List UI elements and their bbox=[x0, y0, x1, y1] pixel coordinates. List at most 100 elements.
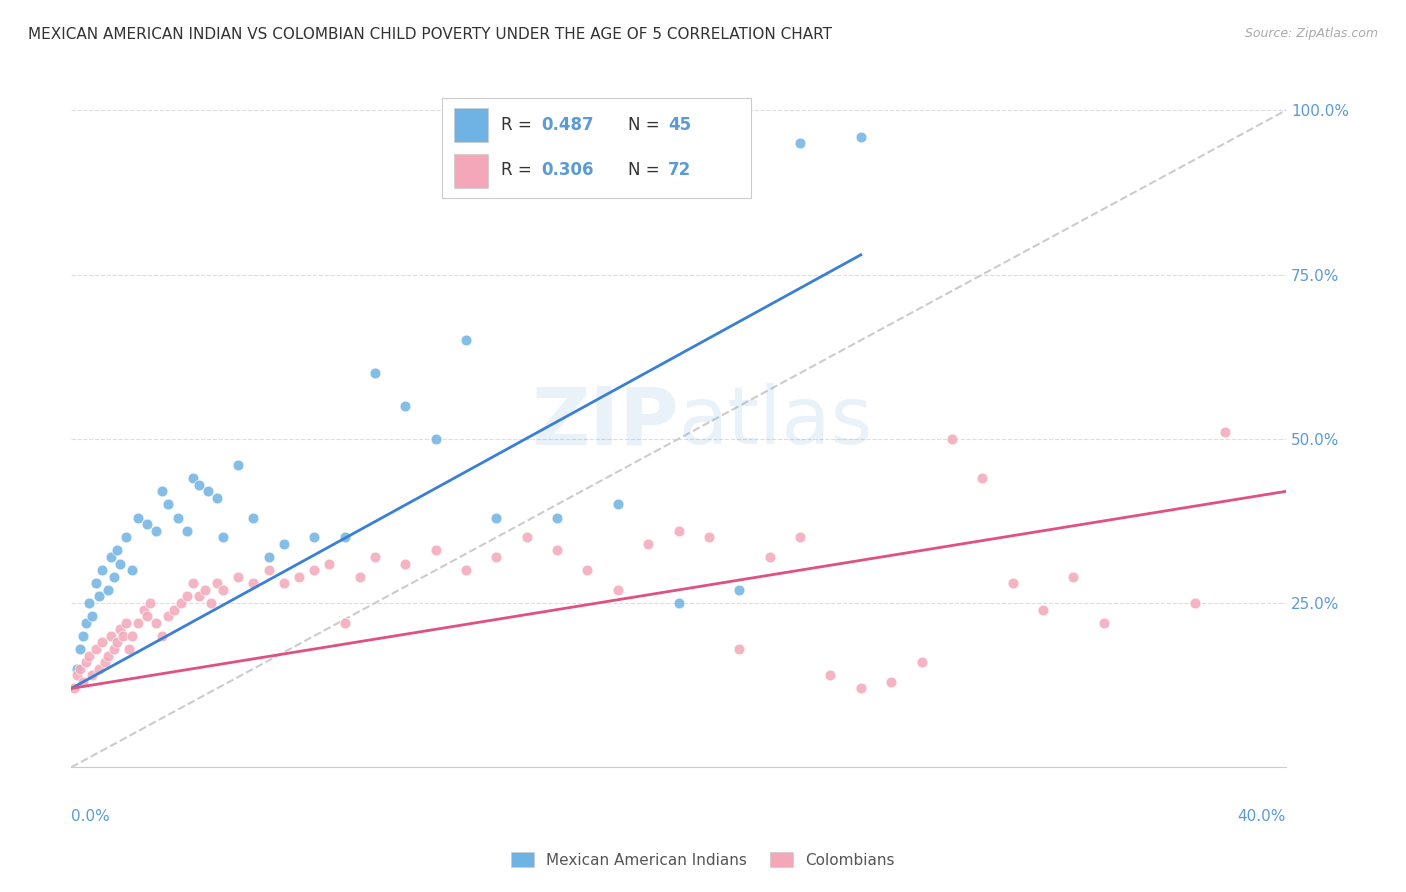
Point bbox=[72, 674, 94, 689]
Point bbox=[163, 602, 186, 616]
Point bbox=[972, 471, 994, 485]
Point bbox=[187, 590, 209, 604]
Point bbox=[485, 549, 508, 564]
Point bbox=[121, 629, 143, 643]
Point bbox=[127, 510, 149, 524]
Point bbox=[226, 570, 249, 584]
Point bbox=[118, 642, 141, 657]
Point bbox=[668, 596, 690, 610]
Point bbox=[82, 668, 104, 682]
Point bbox=[136, 609, 159, 624]
Point bbox=[166, 510, 188, 524]
Point bbox=[242, 510, 264, 524]
Point bbox=[127, 615, 149, 630]
Point bbox=[105, 635, 128, 649]
Point bbox=[176, 590, 198, 604]
Point bbox=[93, 655, 115, 669]
Point bbox=[257, 549, 280, 564]
Point bbox=[205, 491, 228, 505]
Point bbox=[302, 530, 325, 544]
Legend: Mexican American Indians, Colombians: Mexican American Indians, Colombians bbox=[503, 844, 903, 875]
Point bbox=[87, 590, 110, 604]
Point bbox=[115, 615, 138, 630]
Point bbox=[394, 557, 416, 571]
Point bbox=[79, 648, 101, 663]
Point bbox=[97, 648, 120, 663]
Point bbox=[121, 563, 143, 577]
Point bbox=[728, 582, 751, 597]
Point bbox=[789, 530, 811, 544]
Point bbox=[187, 477, 209, 491]
Point bbox=[66, 662, 89, 676]
Point bbox=[100, 629, 122, 643]
Point bbox=[84, 642, 107, 657]
Point bbox=[82, 609, 104, 624]
Point bbox=[1032, 602, 1054, 616]
Point bbox=[349, 570, 371, 584]
Point bbox=[273, 576, 295, 591]
Point bbox=[115, 530, 138, 544]
Point bbox=[150, 484, 173, 499]
Point bbox=[111, 629, 134, 643]
Point bbox=[212, 530, 235, 544]
Point bbox=[100, 549, 122, 564]
Point bbox=[139, 596, 162, 610]
Point bbox=[273, 537, 295, 551]
Point bbox=[606, 498, 628, 512]
Point bbox=[181, 576, 204, 591]
Point bbox=[425, 543, 447, 558]
Point bbox=[697, 530, 720, 544]
Point bbox=[212, 582, 235, 597]
Point bbox=[288, 570, 311, 584]
Point bbox=[789, 136, 811, 150]
Point bbox=[1213, 425, 1236, 440]
Point bbox=[242, 576, 264, 591]
Point bbox=[880, 674, 903, 689]
Point bbox=[63, 681, 86, 696]
Point bbox=[134, 602, 156, 616]
Text: Source: ZipAtlas.com: Source: ZipAtlas.com bbox=[1244, 27, 1378, 40]
Point bbox=[90, 563, 112, 577]
Point bbox=[333, 615, 356, 630]
Point bbox=[145, 524, 167, 538]
Point bbox=[454, 333, 477, 347]
Point bbox=[849, 129, 872, 144]
Point bbox=[758, 549, 780, 564]
Point bbox=[205, 576, 228, 591]
Text: MEXICAN AMERICAN INDIAN VS COLOMBIAN CHILD POVERTY UNDER THE AGE OF 5 CORRELATIO: MEXICAN AMERICAN INDIAN VS COLOMBIAN CHI… bbox=[28, 27, 832, 42]
Point bbox=[1184, 596, 1206, 610]
Point bbox=[194, 582, 217, 597]
Point bbox=[820, 668, 842, 682]
Point bbox=[364, 366, 387, 380]
Point bbox=[1001, 576, 1024, 591]
Point bbox=[103, 642, 125, 657]
Point bbox=[169, 596, 191, 610]
Point bbox=[425, 432, 447, 446]
Point bbox=[69, 662, 91, 676]
Point bbox=[108, 557, 131, 571]
Point bbox=[728, 642, 751, 657]
Point bbox=[69, 642, 91, 657]
Text: 0.0%: 0.0% bbox=[72, 809, 110, 823]
Point bbox=[941, 432, 963, 446]
Point bbox=[145, 615, 167, 630]
Text: atlas: atlas bbox=[679, 384, 873, 461]
Point bbox=[72, 629, 94, 643]
Point bbox=[394, 399, 416, 413]
Text: 40.0%: 40.0% bbox=[1237, 809, 1286, 823]
Point bbox=[516, 530, 538, 544]
Text: ZIP: ZIP bbox=[531, 384, 679, 461]
Point bbox=[302, 563, 325, 577]
Point bbox=[364, 549, 387, 564]
Point bbox=[1062, 570, 1084, 584]
Point bbox=[485, 510, 508, 524]
Point bbox=[257, 563, 280, 577]
Point bbox=[84, 576, 107, 591]
Point bbox=[150, 629, 173, 643]
Point bbox=[849, 681, 872, 696]
Point bbox=[157, 609, 180, 624]
Point bbox=[576, 563, 599, 577]
Point bbox=[90, 635, 112, 649]
Point bbox=[79, 596, 101, 610]
Point bbox=[546, 510, 568, 524]
